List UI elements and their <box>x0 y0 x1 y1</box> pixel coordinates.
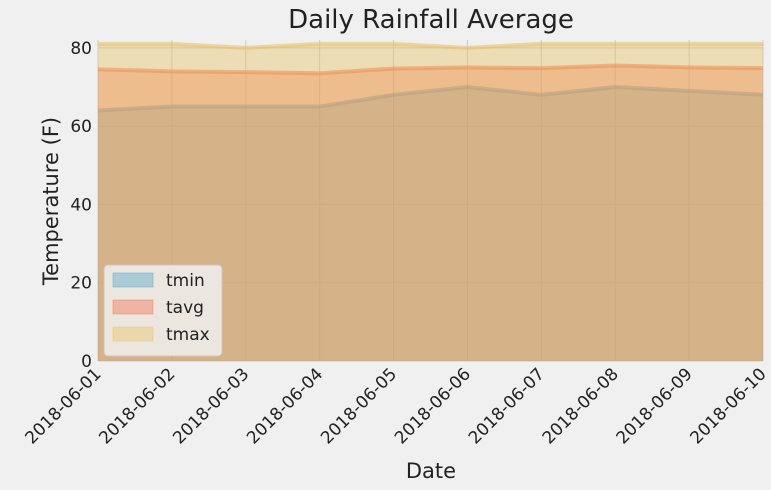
legend: tmin tavg tmax <box>104 265 222 356</box>
y-axis-label: Temperature (F) <box>39 117 63 286</box>
legend-swatch-tmax <box>113 327 153 341</box>
legend-swatch-tmin <box>113 273 153 287</box>
legend-label-tmax: tmax <box>166 325 210 345</box>
y-tick-label: 40 <box>70 195 92 215</box>
legend-label-tmin: tmin <box>166 271 205 291</box>
y-tick-label: 80 <box>70 39 92 59</box>
x-axis-label: Date <box>406 459 456 483</box>
y-tick-label: 60 <box>70 117 92 137</box>
y-tick-label: 20 <box>70 274 92 294</box>
chart-title: Daily Rainfall Average <box>288 5 574 35</box>
legend-swatch-tavg <box>113 300 153 314</box>
legend-label-tavg: tavg <box>166 298 204 318</box>
